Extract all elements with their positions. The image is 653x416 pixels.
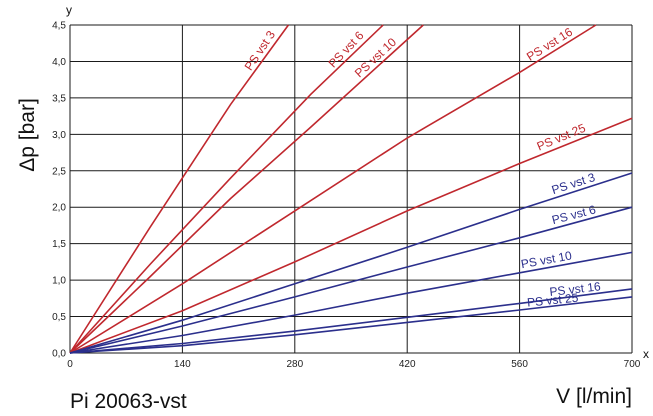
series-line-red-4 — [69, 24, 597, 354]
y-axis-letter: y — [66, 3, 72, 17]
series-label-blue-10: PS vst 25 — [526, 291, 579, 310]
x-tick-label: 280 — [286, 359, 303, 370]
series-line-blue-6 — [69, 172, 633, 354]
x-tick-label: 560 — [511, 359, 528, 370]
series-label-blue-9: PS vst 16 — [549, 279, 602, 299]
x-axis-title: V [l/min] — [556, 385, 632, 408]
series-label-red-5: PS vst 25 — [535, 121, 588, 154]
tick-labels: 0,0 0,5 1,0 1,5 2,0 2,5 3,0 3,5 4,0 4,5 0 140 280 420… — [52, 21, 641, 371]
y-tick-label: 2,5 — [52, 166, 66, 177]
series-line-blue-7 — [69, 206, 633, 354]
series-line-blue-9 — [69, 288, 633, 354]
y-tick-label: 2,0 — [52, 203, 66, 214]
y-tick-label: 0,5 — [52, 312, 66, 323]
x-tick-label: 140 — [174, 359, 191, 370]
y-axis-title: Δp [bar] — [16, 98, 39, 172]
y-tick-label: 1,0 — [52, 276, 66, 287]
series-line-red-1 — [69, 24, 290, 354]
y-tick-label: 3,0 — [52, 130, 66, 141]
series-line-red-5 — [69, 117, 633, 354]
grid — [69, 24, 633, 354]
series-line-red-2 — [69, 24, 384, 354]
series-line-blue-10 — [69, 296, 633, 354]
y-tick-label: 0,0 — [52, 349, 66, 360]
series-line-blue-8 — [69, 251, 633, 354]
x-tick-label: 700 — [624, 359, 641, 370]
x-tick-label: 0 — [67, 359, 73, 370]
series-label-blue-6: PS vst 3 — [550, 170, 597, 197]
series-label-red-1: PS vst 3 — [242, 28, 279, 73]
y-tick-label: 3,5 — [52, 93, 66, 104]
series-label-red-4: PS vst 16 — [524, 25, 575, 64]
y-tick-label: 4,5 — [52, 21, 66, 32]
series-line-red-3 — [69, 24, 424, 354]
series-lines — [69, 24, 633, 354]
y-tick-label: 1,5 — [52, 239, 66, 250]
chart-caption: Pi 20063-vst — [70, 390, 187, 413]
y-tick-label: 4,0 — [52, 57, 66, 68]
x-axis-letter: x — [643, 347, 649, 361]
x-tick-label: 420 — [399, 359, 416, 370]
